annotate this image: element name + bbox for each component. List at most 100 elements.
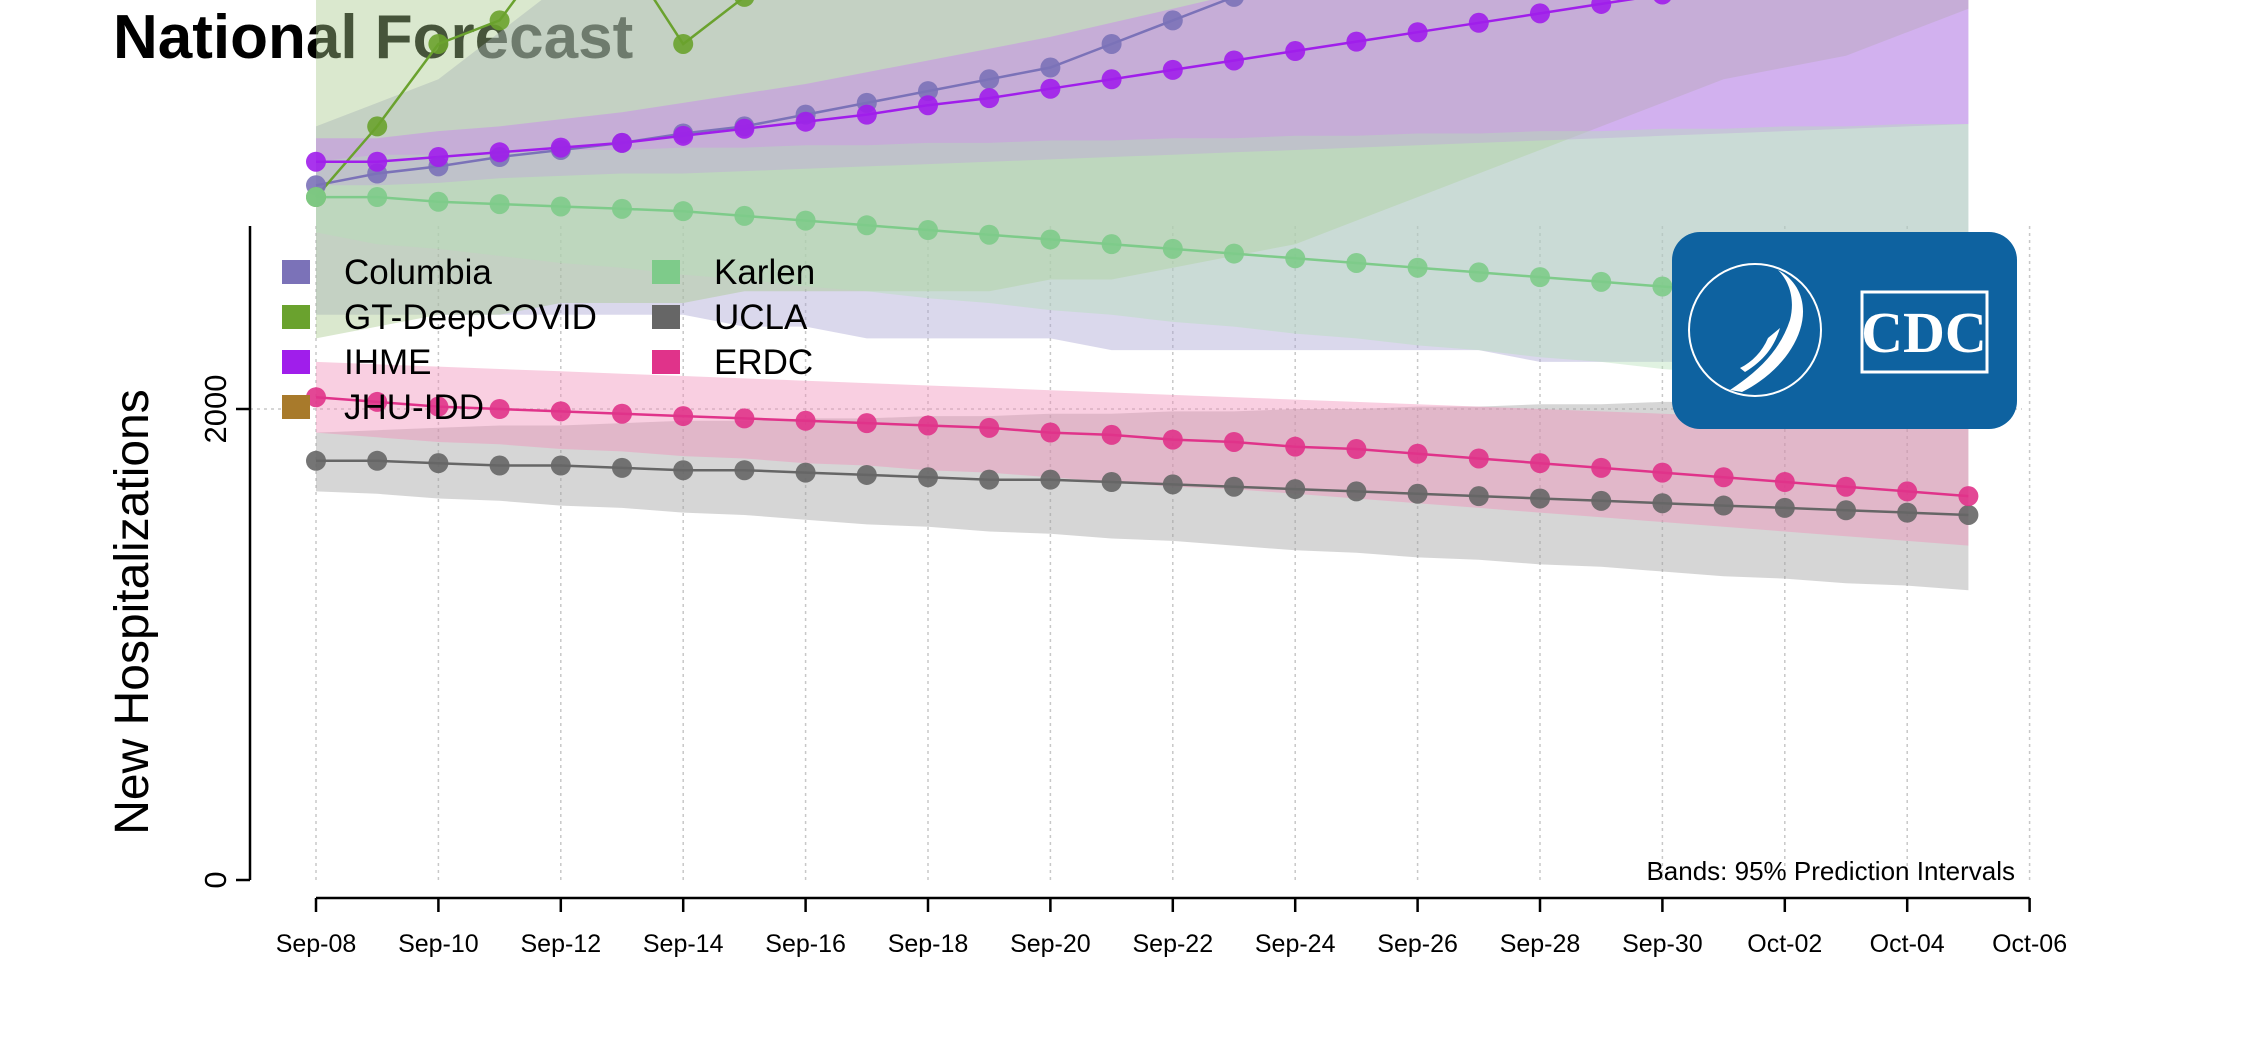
point-ucla: [1713, 495, 1734, 516]
legend-label: IHME: [344, 343, 432, 382]
legend-label: ERDC: [714, 343, 813, 382]
point-ucla: [1101, 472, 1122, 493]
point-erdc: [489, 399, 510, 419]
point-ucla: [428, 453, 449, 474]
point-ihme: [1407, 22, 1428, 43]
point-ihme: [306, 151, 326, 172]
point-erdc: [795, 410, 816, 431]
point-ucla: [367, 450, 388, 471]
x-tick-label: Sep-22: [1132, 930, 1213, 958]
point-ucla: [1958, 504, 1979, 525]
point-ihme: [673, 125, 694, 146]
cdc-wordmark: CDC: [1861, 300, 1987, 365]
x-tick-label: Sep-26: [1377, 930, 1458, 958]
legend-swatch: [652, 350, 680, 374]
point-ihme: [1224, 50, 1244, 71]
point-karlen: [1285, 248, 1306, 269]
point-ucla: [1652, 493, 1673, 514]
point-karlen: [1652, 276, 1673, 297]
cdc-wordmark-box: [1860, 290, 1989, 374]
point-karlen: [1530, 267, 1550, 288]
point-ucla: [1285, 479, 1306, 500]
legend-swatch: [652, 260, 680, 284]
hhs-seal-ring: [1688, 263, 1822, 397]
point-erdc: [1530, 453, 1550, 474]
point-ihme: [1530, 3, 1550, 24]
axes: Sep-08 Sep-10 Sep-12 Sep-14 Sep-16 Sep-18 Sep-…: [198, 226, 2067, 958]
point-ucla: [1836, 500, 1856, 521]
x-tick-label: Oct-02: [1747, 930, 1822, 958]
x-tick-label: Sep-28: [1500, 930, 1581, 958]
point-erdc: [1774, 472, 1795, 493]
point-ucla: [1162, 474, 1183, 495]
point-karlen: [734, 205, 755, 226]
point-erdc: [1285, 436, 1306, 457]
point-ihme: [612, 132, 632, 153]
point-erdc: [1346, 439, 1367, 460]
point-ihme: [1162, 59, 1183, 80]
legend-label: Columbia: [344, 253, 492, 292]
point-karlen: [1224, 243, 1244, 264]
point-karlen: [1040, 229, 1061, 250]
point-ihme: [918, 95, 938, 116]
point-columbia: [1162, 10, 1183, 31]
point-columbia: [979, 69, 1000, 90]
legend-swatch: [282, 305, 310, 329]
point-karlen: [489, 194, 510, 215]
point-erdc: [367, 391, 388, 412]
hhs-eagle-wing-icon: [1740, 328, 1780, 372]
legend-item-ucla: UCLA: [652, 298, 808, 337]
point-erdc: [1468, 448, 1489, 469]
point-ucla: [673, 460, 694, 481]
legend-item-erdc: ERDC: [652, 343, 813, 382]
point-ihme: [367, 151, 388, 172]
point-karlen: [306, 187, 326, 208]
point-gt-deepcovid: [489, 10, 510, 31]
point-karlen: [856, 215, 877, 236]
point-erdc: [1591, 457, 1612, 478]
point-erdc: [1836, 476, 1856, 497]
point-ucla: [1774, 497, 1795, 518]
point-gt-deepcovid: [428, 33, 449, 54]
x-tick-label: Oct-06: [1992, 930, 2067, 958]
point-ihme: [1591, 0, 1612, 14]
legend-item-jhu-idd: JHU-IDD: [282, 388, 484, 427]
legend-item-karlen: Karlen: [652, 253, 815, 292]
legend-item-columbia: Columbia: [282, 253, 492, 292]
point-erdc: [428, 396, 449, 417]
point-columbia: [918, 81, 938, 102]
y-axis-title: New Hospitalizations: [106, 389, 159, 835]
point-columbia: [1040, 57, 1061, 78]
point-erdc: [673, 406, 694, 427]
point-ihme: [979, 88, 1000, 109]
legend: Columbia GT-DeepCOVID IHME JHU-IDD Karlen UCL…: [282, 253, 815, 427]
series-points: [306, 0, 1979, 525]
point-erdc: [979, 417, 1000, 438]
band-karlen: [316, 124, 1969, 398]
point-ucla: [1591, 490, 1612, 511]
point-erdc: [1713, 467, 1734, 488]
point-ihme: [1468, 12, 1489, 33]
page-title: National Forecast: [113, 3, 634, 72]
point-ucla: [1346, 481, 1367, 502]
x-tick-label: Sep-08: [276, 930, 357, 958]
point-ucla: [734, 460, 755, 481]
point-columbia: [1101, 33, 1122, 54]
x-tick-label: Sep-12: [520, 930, 601, 958]
legend-label: JHU-IDD: [344, 388, 484, 427]
point-ihme: [856, 104, 877, 125]
point-ucla: [1897, 502, 1918, 523]
legend-swatch: [282, 350, 310, 374]
x-tick-label: Sep-10: [398, 930, 479, 958]
hhs-eagle-icon: [1730, 270, 1804, 392]
legend-label: Karlen: [714, 253, 815, 292]
point-karlen: [1101, 234, 1122, 255]
point-karlen: [428, 191, 449, 212]
point-ucla: [1530, 488, 1550, 509]
point-karlen: [979, 224, 1000, 245]
x-tick-label: Oct-04: [1870, 930, 1945, 958]
point-ucla: [795, 462, 816, 483]
point-ihme: [795, 111, 816, 132]
point-karlen: [612, 198, 632, 219]
